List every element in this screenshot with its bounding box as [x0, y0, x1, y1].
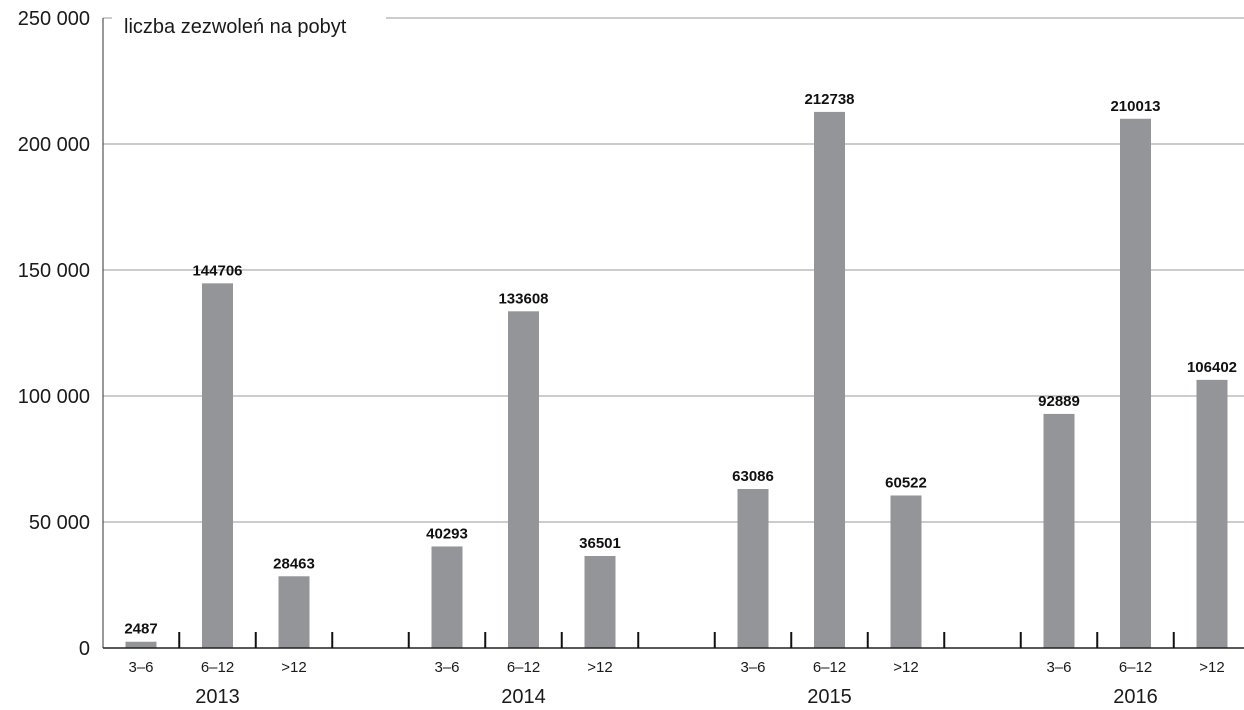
x-category-label: 6–12	[507, 659, 540, 676]
y-tick-label: 150 000	[18, 260, 90, 282]
data-label: 210013	[1110, 98, 1160, 115]
bar	[431, 546, 463, 648]
bar	[814, 111, 845, 648]
bar	[125, 641, 157, 648]
y-tick-label: 0	[79, 638, 90, 660]
bar	[508, 311, 539, 648]
x-category-label: 3–6	[128, 659, 153, 676]
data-label: 106402	[1187, 359, 1237, 376]
bar	[890, 495, 922, 648]
data-label: 2487	[124, 621, 157, 638]
x-category-label: >12	[1199, 659, 1224, 676]
bar	[737, 489, 769, 648]
data-label: 36501	[579, 535, 621, 552]
y-tick-label: 250 000	[18, 8, 90, 30]
data-label: 28463	[273, 555, 315, 572]
y-tick-label: 200 000	[18, 134, 90, 156]
y-tick-label: 50 000	[29, 512, 90, 534]
data-label: 40293	[426, 525, 468, 542]
bar	[1120, 118, 1151, 649]
x-category-label: 6–12	[1119, 659, 1152, 676]
bar	[202, 283, 233, 648]
bar	[1043, 413, 1075, 648]
y-tick-label: 100 000	[18, 386, 90, 408]
data-label: 63086	[732, 468, 774, 485]
x-category-label: 3–6	[1046, 659, 1071, 676]
data-label: 212738	[804, 91, 854, 108]
x-category-label: 6–12	[813, 659, 846, 676]
data-label: 92889	[1038, 393, 1080, 410]
x-group-label: 2013	[195, 686, 240, 708]
x-group-label: 2014	[501, 686, 546, 708]
x-axis: 3–6 6–12 >12 2013 3–6 6–12 >12 2014 3–6 6–12 >12 20…	[103, 632, 1244, 708]
x-category-label: >12	[281, 659, 306, 676]
x-category-label: >12	[893, 659, 918, 676]
x-group-label: 2015	[807, 686, 852, 708]
x-category-label: >12	[587, 659, 612, 676]
data-label: 60522	[885, 474, 927, 491]
bar	[278, 576, 310, 648]
x-category-label: 3–6	[434, 659, 459, 676]
y-axis-ticks: 0 50 000 100 000 150 000 200 000 250 000	[18, 8, 90, 660]
x-category-label: 6–12	[201, 659, 234, 676]
x-category-label: 3–6	[740, 659, 765, 676]
data-label: 144706	[192, 262, 242, 279]
x-group-label: 2016	[1113, 686, 1158, 708]
y-axis-title: liczba zezwoleń na pobyt	[124, 16, 347, 38]
bar	[584, 556, 616, 648]
data-label: 133608	[498, 290, 548, 307]
bars: 2487 144706 28463 40293 133608 36501 63086 2127…	[124, 91, 1237, 649]
bar	[1196, 379, 1228, 648]
